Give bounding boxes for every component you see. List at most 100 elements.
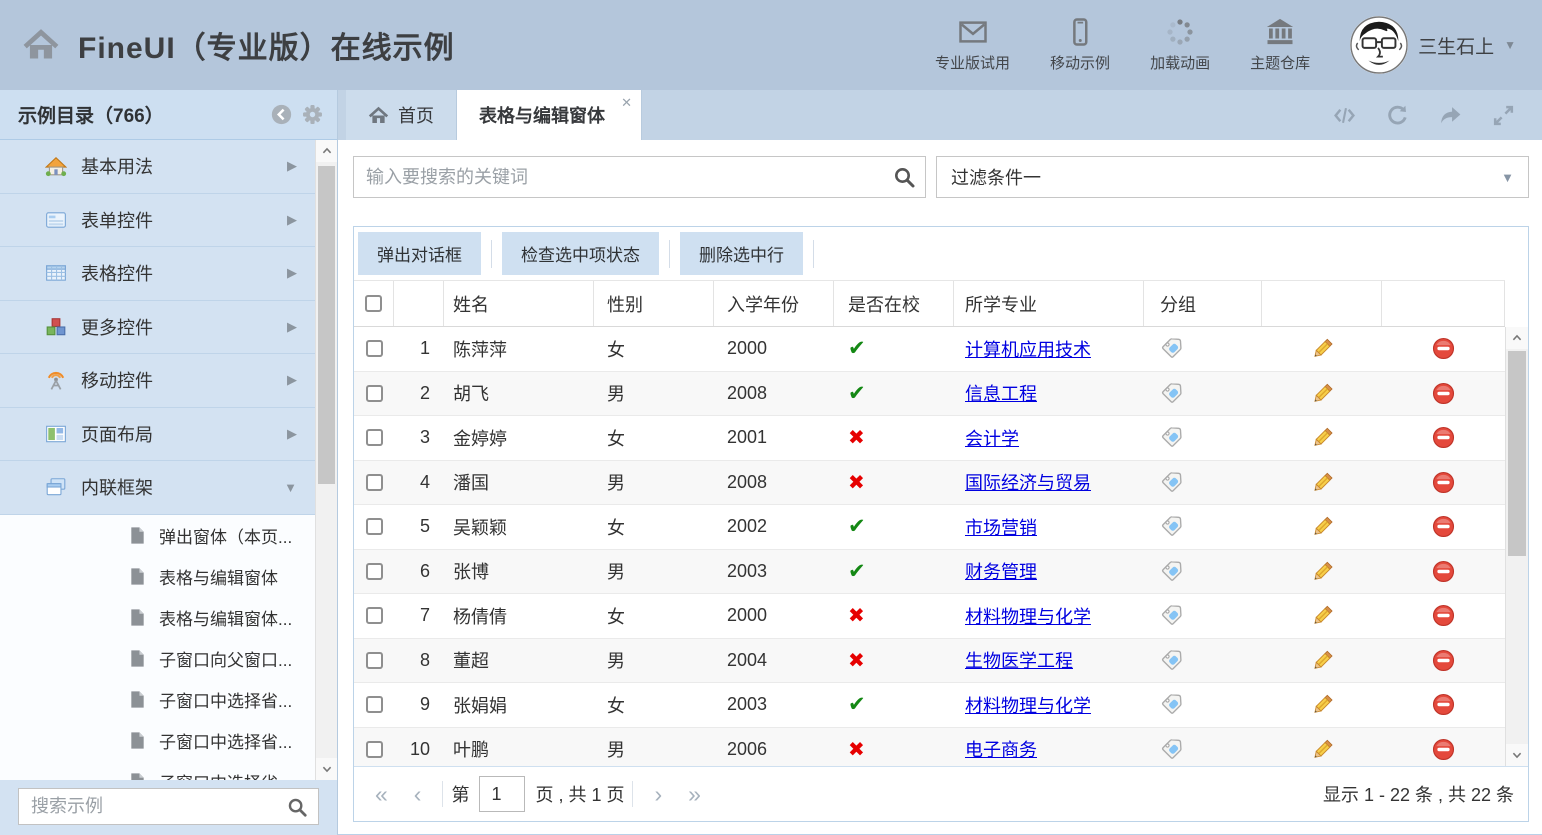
edit-pencil-icon[interactable] — [1310, 514, 1335, 539]
refresh-icon[interactable] — [1385, 103, 1410, 128]
toolbar-button[interactable]: 检查选中项状态 — [502, 232, 659, 275]
scroll-down-icon[interactable] — [316, 758, 337, 780]
sidebar-child-item[interactable]: 子窗口中选择省... — [0, 719, 315, 761]
sidebar-child-item[interactable]: 表格与编辑窗体 — [0, 555, 315, 597]
search-icon[interactable] — [286, 796, 308, 818]
scroll-up-icon[interactable] — [316, 140, 337, 162]
sidebar-group-item[interactable]: 页面布局 ▶ — [0, 408, 315, 461]
edit-pencil-icon[interactable] — [1310, 470, 1335, 495]
major-link[interactable]: 材料物理与化学 — [965, 606, 1091, 627]
column-name[interactable]: 姓名 — [444, 281, 594, 326]
tag-icon[interactable] — [1160, 649, 1183, 672]
delete-icon[interactable] — [1432, 738, 1455, 761]
row-checkbox[interactable] — [365, 696, 383, 714]
delete-icon[interactable] — [1432, 649, 1455, 672]
tag-icon[interactable] — [1160, 515, 1183, 538]
close-icon[interactable]: ✕ — [621, 95, 632, 110]
tag-icon[interactable] — [1160, 693, 1183, 716]
row-checkbox[interactable] — [365, 607, 383, 625]
row-checkbox[interactable] — [365, 340, 383, 358]
sidebar-group-item[interactable]: 更多控件 ▶ — [0, 301, 315, 354]
sidebar-group-item[interactable]: 表格控件 ▶ — [0, 247, 315, 301]
edit-pencil-icon[interactable] — [1310, 336, 1335, 361]
sidebar-child-item[interactable]: 子窗口向父窗口... — [0, 637, 315, 679]
column-group[interactable]: 分组 — [1144, 281, 1262, 326]
search-icon[interactable] — [892, 165, 916, 189]
collapse-back-icon[interactable] — [271, 104, 292, 125]
toolbar-button[interactable]: 删除选中行 — [680, 232, 803, 275]
delete-icon[interactable] — [1432, 426, 1455, 449]
scrollbar-thumb[interactable] — [1508, 351, 1526, 556]
edit-pencil-icon[interactable] — [1310, 381, 1335, 406]
row-checkbox[interactable] — [365, 740, 383, 758]
tag-icon[interactable] — [1160, 560, 1183, 583]
table-scrollbar[interactable] — [1505, 280, 1528, 766]
scroll-down-icon[interactable] — [1506, 744, 1528, 766]
delete-icon[interactable] — [1432, 604, 1455, 627]
row-checkbox[interactable] — [365, 473, 383, 491]
tag-icon[interactable] — [1160, 604, 1183, 627]
sidebar-group-item[interactable]: 移动控件 ▶ — [0, 354, 315, 408]
major-link[interactable]: 材料物理与化学 — [965, 695, 1091, 716]
sidebar-child-item[interactable]: 表格与编辑窗体... — [0, 596, 315, 638]
tag-icon[interactable] — [1160, 382, 1183, 405]
edit-pencil-icon[interactable] — [1310, 603, 1335, 628]
column-entry-year[interactable]: 入学年份 — [714, 281, 834, 326]
user-menu[interactable]: 三生石上 ▼ — [1350, 16, 1516, 74]
edit-pencil-icon[interactable] — [1310, 559, 1335, 584]
row-checkbox[interactable] — [365, 562, 383, 580]
header-action[interactable]: 主题仓库 — [1250, 17, 1310, 73]
major-link[interactable]: 国际经济与贸易 — [965, 473, 1091, 494]
last-page-icon[interactable]: » — [688, 780, 701, 807]
keyword-search-input[interactable] — [353, 156, 926, 198]
sidebar-scrollbar[interactable] — [315, 140, 337, 780]
tab-home[interactable]: 首页 — [346, 90, 457, 140]
sidebar-child-item[interactable]: 子窗口中选择省... — [0, 678, 315, 720]
delete-icon[interactable] — [1432, 515, 1455, 538]
expand-icon[interactable] — [1491, 103, 1516, 128]
major-link[interactable]: 生物医学工程 — [965, 651, 1073, 672]
scrollbar-thumb[interactable] — [318, 166, 335, 484]
tag-icon[interactable] — [1160, 738, 1183, 761]
tag-icon[interactable] — [1160, 471, 1183, 494]
column-gender[interactable]: 性别 — [594, 281, 714, 326]
first-page-icon[interactable]: « — [375, 780, 388, 807]
source-code-icon[interactable] — [1332, 103, 1357, 128]
page-number-input[interactable] — [479, 776, 526, 812]
delete-icon[interactable] — [1432, 693, 1455, 716]
sidebar-group-item[interactable]: 基本用法 ▶ — [0, 140, 315, 194]
header-action[interactable]: 专业版试用 — [935, 17, 1010, 73]
sidebar-child-item[interactable]: 子窗口中选择省 — [0, 760, 315, 780]
delete-icon[interactable] — [1432, 337, 1455, 360]
next-page-icon[interactable]: › — [654, 780, 663, 807]
edit-pencil-icon[interactable] — [1310, 648, 1335, 673]
tab-grid-edit-window[interactable]: 表格与编辑窗体 ✕ — [457, 90, 642, 140]
filter-dropdown[interactable]: 过滤条件一 ▼ — [936, 156, 1529, 198]
header-action[interactable]: 移动示例 — [1050, 17, 1110, 73]
major-link[interactable]: 电子商务 — [965, 740, 1037, 761]
scroll-up-icon[interactable] — [1506, 327, 1528, 349]
row-checkbox[interactable] — [365, 429, 383, 447]
delete-icon[interactable] — [1432, 560, 1455, 583]
row-checkbox[interactable] — [365, 518, 383, 536]
column-major[interactable]: 所学专业 — [954, 281, 1144, 326]
edit-pencil-icon[interactable] — [1310, 425, 1335, 450]
sidebar-child-item[interactable]: 弹出窗体（本页... — [0, 514, 315, 556]
major-link[interactable]: 会计学 — [965, 428, 1019, 449]
header-action[interactable]: 加载动画 — [1150, 17, 1210, 73]
tag-icon[interactable] — [1160, 337, 1183, 360]
share-icon[interactable] — [1438, 103, 1463, 128]
sidebar-search-input[interactable] — [21, 796, 286, 817]
edit-pencil-icon[interactable] — [1310, 692, 1335, 717]
major-link[interactable]: 财务管理 — [965, 562, 1037, 583]
edit-pencil-icon[interactable] — [1310, 737, 1335, 762]
select-all-checkbox[interactable] — [365, 295, 382, 312]
delete-icon[interactable] — [1432, 382, 1455, 405]
major-link[interactable]: 计算机应用技术 — [965, 339, 1091, 360]
row-checkbox[interactable] — [365, 651, 383, 669]
sidebar-group-item[interactable]: 内联框架 ▼ — [0, 461, 315, 515]
toolbar-button[interactable]: 弹出对话框 — [358, 232, 481, 275]
column-at-school[interactable]: 是否在校 — [834, 281, 954, 326]
row-checkbox[interactable] — [365, 384, 383, 402]
sidebar-group-item[interactable]: 表单控件 ▶ — [0, 194, 315, 247]
